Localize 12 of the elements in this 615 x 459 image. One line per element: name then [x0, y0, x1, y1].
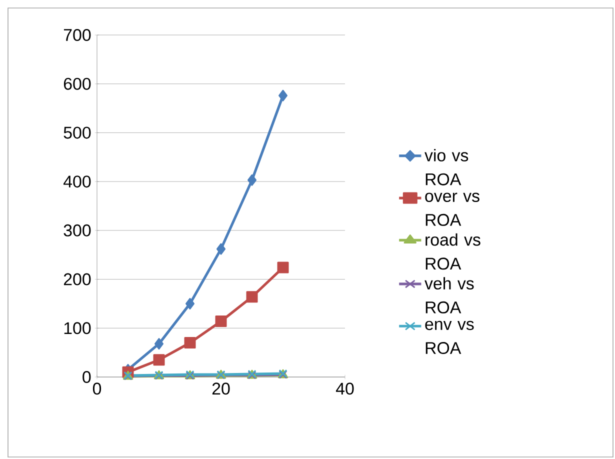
- y-tick-label: 0: [82, 371, 91, 383]
- y-tick-label: 500: [64, 126, 91, 139]
- y-tick-label: 100: [64, 322, 91, 334]
- x-tick-label: 20: [212, 382, 230, 395]
- legend-label: env vs ROA: [425, 320, 474, 354]
- y-tick-label: 700: [64, 29, 91, 41]
- x-tick-label: 0: [92, 382, 102, 395]
- y-tick-label: 400: [63, 176, 91, 188]
- y-tick-label: 300: [64, 224, 91, 236]
- x-tick-label: 40: [336, 382, 354, 395]
- y-tick-label: 600: [64, 78, 91, 90]
- y-tick-label: 200: [64, 273, 91, 286]
